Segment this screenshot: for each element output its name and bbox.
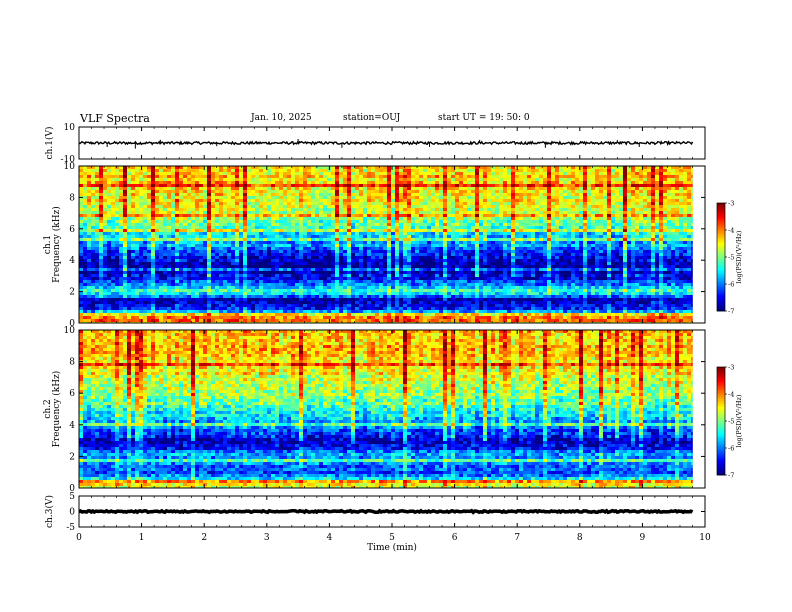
y-axis-label: ch.2: [43, 399, 53, 418]
x-tick-label: 0: [76, 533, 82, 543]
x-tick-label: 7: [514, 533, 520, 543]
y-tick-label: -5: [66, 523, 75, 533]
x-axis-label: Time (min): [367, 542, 417, 553]
y-axis-label: ch.3(V): [44, 495, 55, 528]
y-tick-label: 6: [69, 389, 75, 399]
colorbar-tick-label: -6: [728, 281, 734, 289]
x-tick-label: 10: [699, 533, 711, 543]
x-tick-label: 8: [577, 533, 583, 543]
ch3-trace: [78, 508, 694, 515]
x-tick-label: 4: [327, 533, 333, 543]
y-axis-label: ch.1(V): [44, 127, 55, 160]
y-tick-label: -10: [61, 155, 76, 165]
colorbar-tick-label: -6: [728, 445, 734, 453]
y-tick-label: 6: [69, 225, 75, 235]
y-tick-label: 0: [69, 484, 75, 494]
colorbar: [717, 367, 725, 476]
y-tick-label: 5: [69, 492, 75, 502]
y-axis-label: ch.1: [43, 235, 53, 254]
colorbar: [717, 203, 725, 312]
y-tick-label: 4: [69, 421, 75, 431]
colorbar-tick-label: -4: [728, 227, 734, 235]
y-tick-label: 8: [69, 358, 75, 368]
y-tick-label: 8: [69, 193, 75, 203]
y-axis-label: Frequency (kHz): [51, 206, 62, 283]
spectrogram-ch2: [79, 330, 693, 489]
figure-title: VLF Spectra: [80, 112, 150, 125]
y-tick-label: 2: [69, 288, 75, 298]
y-tick-label: 10: [64, 123, 76, 133]
colorbar-label: log(PSD)(V²/Hz): [735, 394, 743, 447]
y-tick-label: 10: [64, 326, 76, 336]
station-label: station=OUJ: [343, 113, 401, 123]
x-tick-label: 1: [139, 533, 145, 543]
colorbar-tick-label: -5: [728, 254, 734, 262]
ch1-trace: [78, 140, 694, 147]
x-tick-label: 2: [201, 533, 207, 543]
spectrogram-ch1: [79, 166, 693, 324]
y-axis-label: Frequency (kHz): [51, 371, 62, 448]
colorbar-tick-label: -4: [728, 391, 734, 399]
y-tick-label: 0: [69, 508, 75, 518]
date-label: Jan. 10, 2025: [251, 113, 312, 123]
x-tick-label: 5: [389, 533, 395, 543]
colorbar-tick-label: -3: [728, 200, 734, 208]
y-tick-label: 4: [69, 256, 75, 266]
x-tick-label: 3: [264, 533, 270, 543]
y-tick-label: 10: [64, 162, 76, 172]
colorbar-label: log(PSD)(V²/Hz): [735, 230, 743, 283]
x-tick-label: 6: [452, 533, 458, 543]
y-tick-label: 0: [69, 319, 75, 329]
colorbar-tick-label: -3: [728, 364, 734, 372]
colorbar-tick-label: -7: [728, 472, 734, 480]
x-tick-label: 9: [640, 533, 646, 543]
colorbar-tick-label: -7: [728, 308, 734, 316]
colorbar-tick-label: -5: [728, 418, 734, 426]
start-time-label: start UT = 19: 50: 0: [438, 113, 530, 123]
y-tick-label: 2: [69, 452, 75, 462]
